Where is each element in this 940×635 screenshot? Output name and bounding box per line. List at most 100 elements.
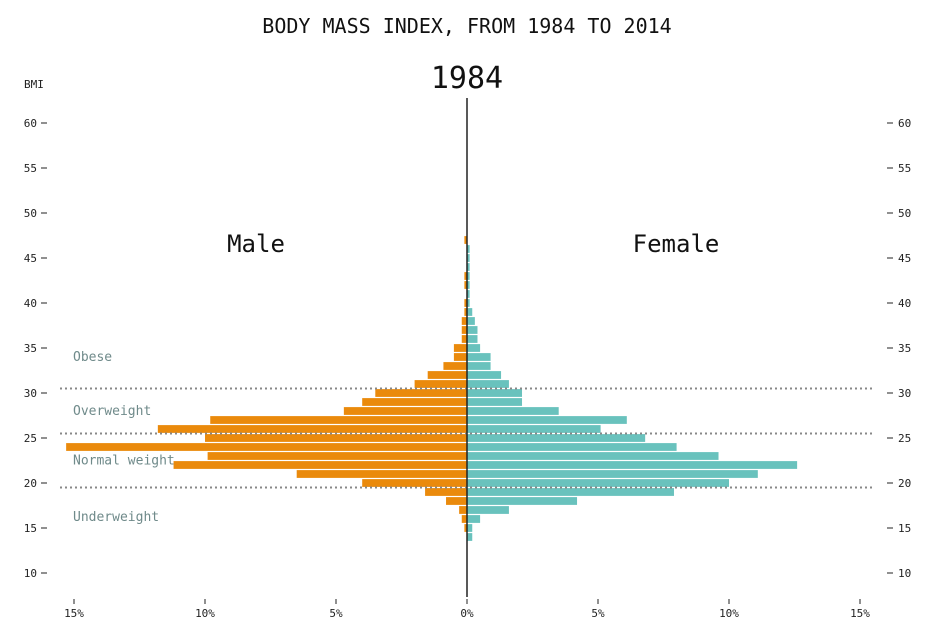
female-bar-bmi-33 xyxy=(467,362,491,370)
bmi-category-labels: Obese Overweight Normal weight Underweight xyxy=(73,350,175,525)
male-bar-bmi-30 xyxy=(375,389,467,397)
y-tick-label-right-30: 30 xyxy=(898,387,911,400)
male-bar-bmi-18 xyxy=(446,497,467,505)
male-label: Male xyxy=(227,230,285,258)
male-bar-bmi-40 xyxy=(464,299,467,307)
y-tick-label-right-15: 15 xyxy=(898,522,911,535)
y-tick-label-right-60: 60 xyxy=(898,117,911,130)
female-bar-bmi-20 xyxy=(467,479,729,487)
male-bar-bmi-36 xyxy=(461,335,467,343)
male-bar-bmi-16 xyxy=(461,515,467,523)
female-bar-bmi-43 xyxy=(467,272,470,280)
y-tick-label-right-40: 40 xyxy=(898,297,911,310)
male-bar-bmi-37 xyxy=(461,326,467,334)
female-bar-bmi-42 xyxy=(467,281,470,289)
male-bar-bmi-26 xyxy=(157,425,467,433)
year-label: 1984 xyxy=(431,61,503,96)
female-bar-bmi-15 xyxy=(467,524,473,532)
y-tick-label-left-45: 45 xyxy=(24,252,37,265)
male-bar-bmi-47 xyxy=(464,236,467,244)
y-tick-label-left-20: 20 xyxy=(24,477,37,490)
female-bar-bmi-30 xyxy=(467,389,523,397)
female-bar-bmi-38 xyxy=(467,317,475,325)
male-bar-bmi-17 xyxy=(459,506,467,514)
female-bar-bmi-31 xyxy=(467,380,509,388)
y-tick-label-left-15: 15 xyxy=(24,522,37,535)
category-label-obese: Obese xyxy=(73,350,112,365)
bars-group xyxy=(66,236,798,541)
female-bar-bmi-40 xyxy=(467,299,470,307)
x-tick-label-0: 15% xyxy=(64,607,84,620)
y-tick-label-left-40: 40 xyxy=(24,297,37,310)
y-tick-label-right-25: 25 xyxy=(898,432,911,445)
male-bar-bmi-39 xyxy=(464,308,467,316)
category-label-overweight: Overweight xyxy=(73,404,151,419)
female-bar-bmi-39 xyxy=(467,308,473,316)
x-tick-label-4: 5% xyxy=(591,607,605,620)
y-axis-title: BMI xyxy=(24,78,44,91)
female-bar-bmi-18 xyxy=(467,497,578,505)
x-tick-label-1: 10% xyxy=(195,607,215,620)
female-bar-bmi-26 xyxy=(467,425,601,433)
y-tick-label-left-60: 60 xyxy=(24,117,37,130)
male-bar-bmi-29 xyxy=(362,398,467,406)
male-bar-bmi-28 xyxy=(343,407,467,415)
female-bar-bmi-29 xyxy=(467,398,523,406)
male-bar-bmi-27 xyxy=(210,416,468,424)
x-tick-label-2: 5% xyxy=(329,607,343,620)
female-bar-bmi-32 xyxy=(467,371,502,379)
male-bar-bmi-15 xyxy=(464,524,467,532)
female-bar-bmi-34 xyxy=(467,353,491,361)
female-bar-bmi-45 xyxy=(467,254,470,262)
y-tick-label-left-10: 10 xyxy=(24,567,37,580)
female-bar-bmi-27 xyxy=(467,416,627,424)
x-tick-label-3: 0% xyxy=(460,607,474,620)
y-tick-label-right-50: 50 xyxy=(898,207,911,220)
y-tick-label-left-25: 25 xyxy=(24,432,37,445)
female-bar-bmi-22 xyxy=(467,461,798,469)
female-bar-bmi-36 xyxy=(467,335,478,343)
female-bar-bmi-37 xyxy=(467,326,478,334)
male-bar-bmi-33 xyxy=(443,362,467,370)
female-bar-bmi-19 xyxy=(467,488,674,496)
female-bar-bmi-28 xyxy=(467,407,559,415)
female-bar-bmi-16 xyxy=(467,515,481,523)
female-bar-bmi-21 xyxy=(467,470,758,478)
x-tick-label-5: 10% xyxy=(719,607,739,620)
female-bar-bmi-35 xyxy=(467,344,481,352)
female-bar-bmi-41 xyxy=(467,290,470,298)
y-tick-label-left-50: 50 xyxy=(24,207,37,220)
category-label-normal-weight: Normal weight xyxy=(73,454,175,469)
y-tick-label-left-35: 35 xyxy=(24,342,37,355)
female-bar-bmi-24 xyxy=(467,443,677,451)
male-bar-bmi-21 xyxy=(296,470,467,478)
female-bar-bmi-46 xyxy=(467,245,470,253)
y-tick-label-right-35: 35 xyxy=(898,342,911,355)
male-bar-bmi-20 xyxy=(362,479,467,487)
female-bar-bmi-25 xyxy=(467,434,646,442)
male-bar-bmi-25 xyxy=(205,434,467,442)
male-bar-bmi-24 xyxy=(66,443,467,451)
male-bar-bmi-31 xyxy=(414,380,467,388)
female-bar-bmi-44 xyxy=(467,263,470,271)
y-tick-label-left-55: 55 xyxy=(24,162,37,175)
male-bar-bmi-34 xyxy=(453,353,467,361)
x-tick-label-6: 15% xyxy=(850,607,870,620)
male-bar-bmi-23 xyxy=(207,452,467,460)
chart-title: BODY MASS INDEX, FROM 1984 TO 2014 xyxy=(262,14,671,38)
male-bar-bmi-42 xyxy=(464,281,467,289)
male-bar-bmi-22 xyxy=(173,461,467,469)
male-bar-bmi-32 xyxy=(427,371,467,379)
category-label-underweight: Underweight xyxy=(73,510,159,525)
female-bar-bmi-14 xyxy=(467,533,473,541)
y-tick-label-right-45: 45 xyxy=(898,252,911,265)
male-bar-bmi-38 xyxy=(461,317,467,325)
axes: 10 10 15 15 20 20 25 25 30 30 35 35 40 40 45 45 50 50 55 55… xyxy=(24,98,911,620)
y-tick-label-right-20: 20 xyxy=(898,477,911,490)
male-bar-bmi-19 xyxy=(425,488,467,496)
male-bar-bmi-35 xyxy=(453,344,467,352)
y-tick-label-left-30: 30 xyxy=(24,387,37,400)
female-bar-bmi-17 xyxy=(467,506,509,514)
male-bar-bmi-43 xyxy=(464,272,467,280)
